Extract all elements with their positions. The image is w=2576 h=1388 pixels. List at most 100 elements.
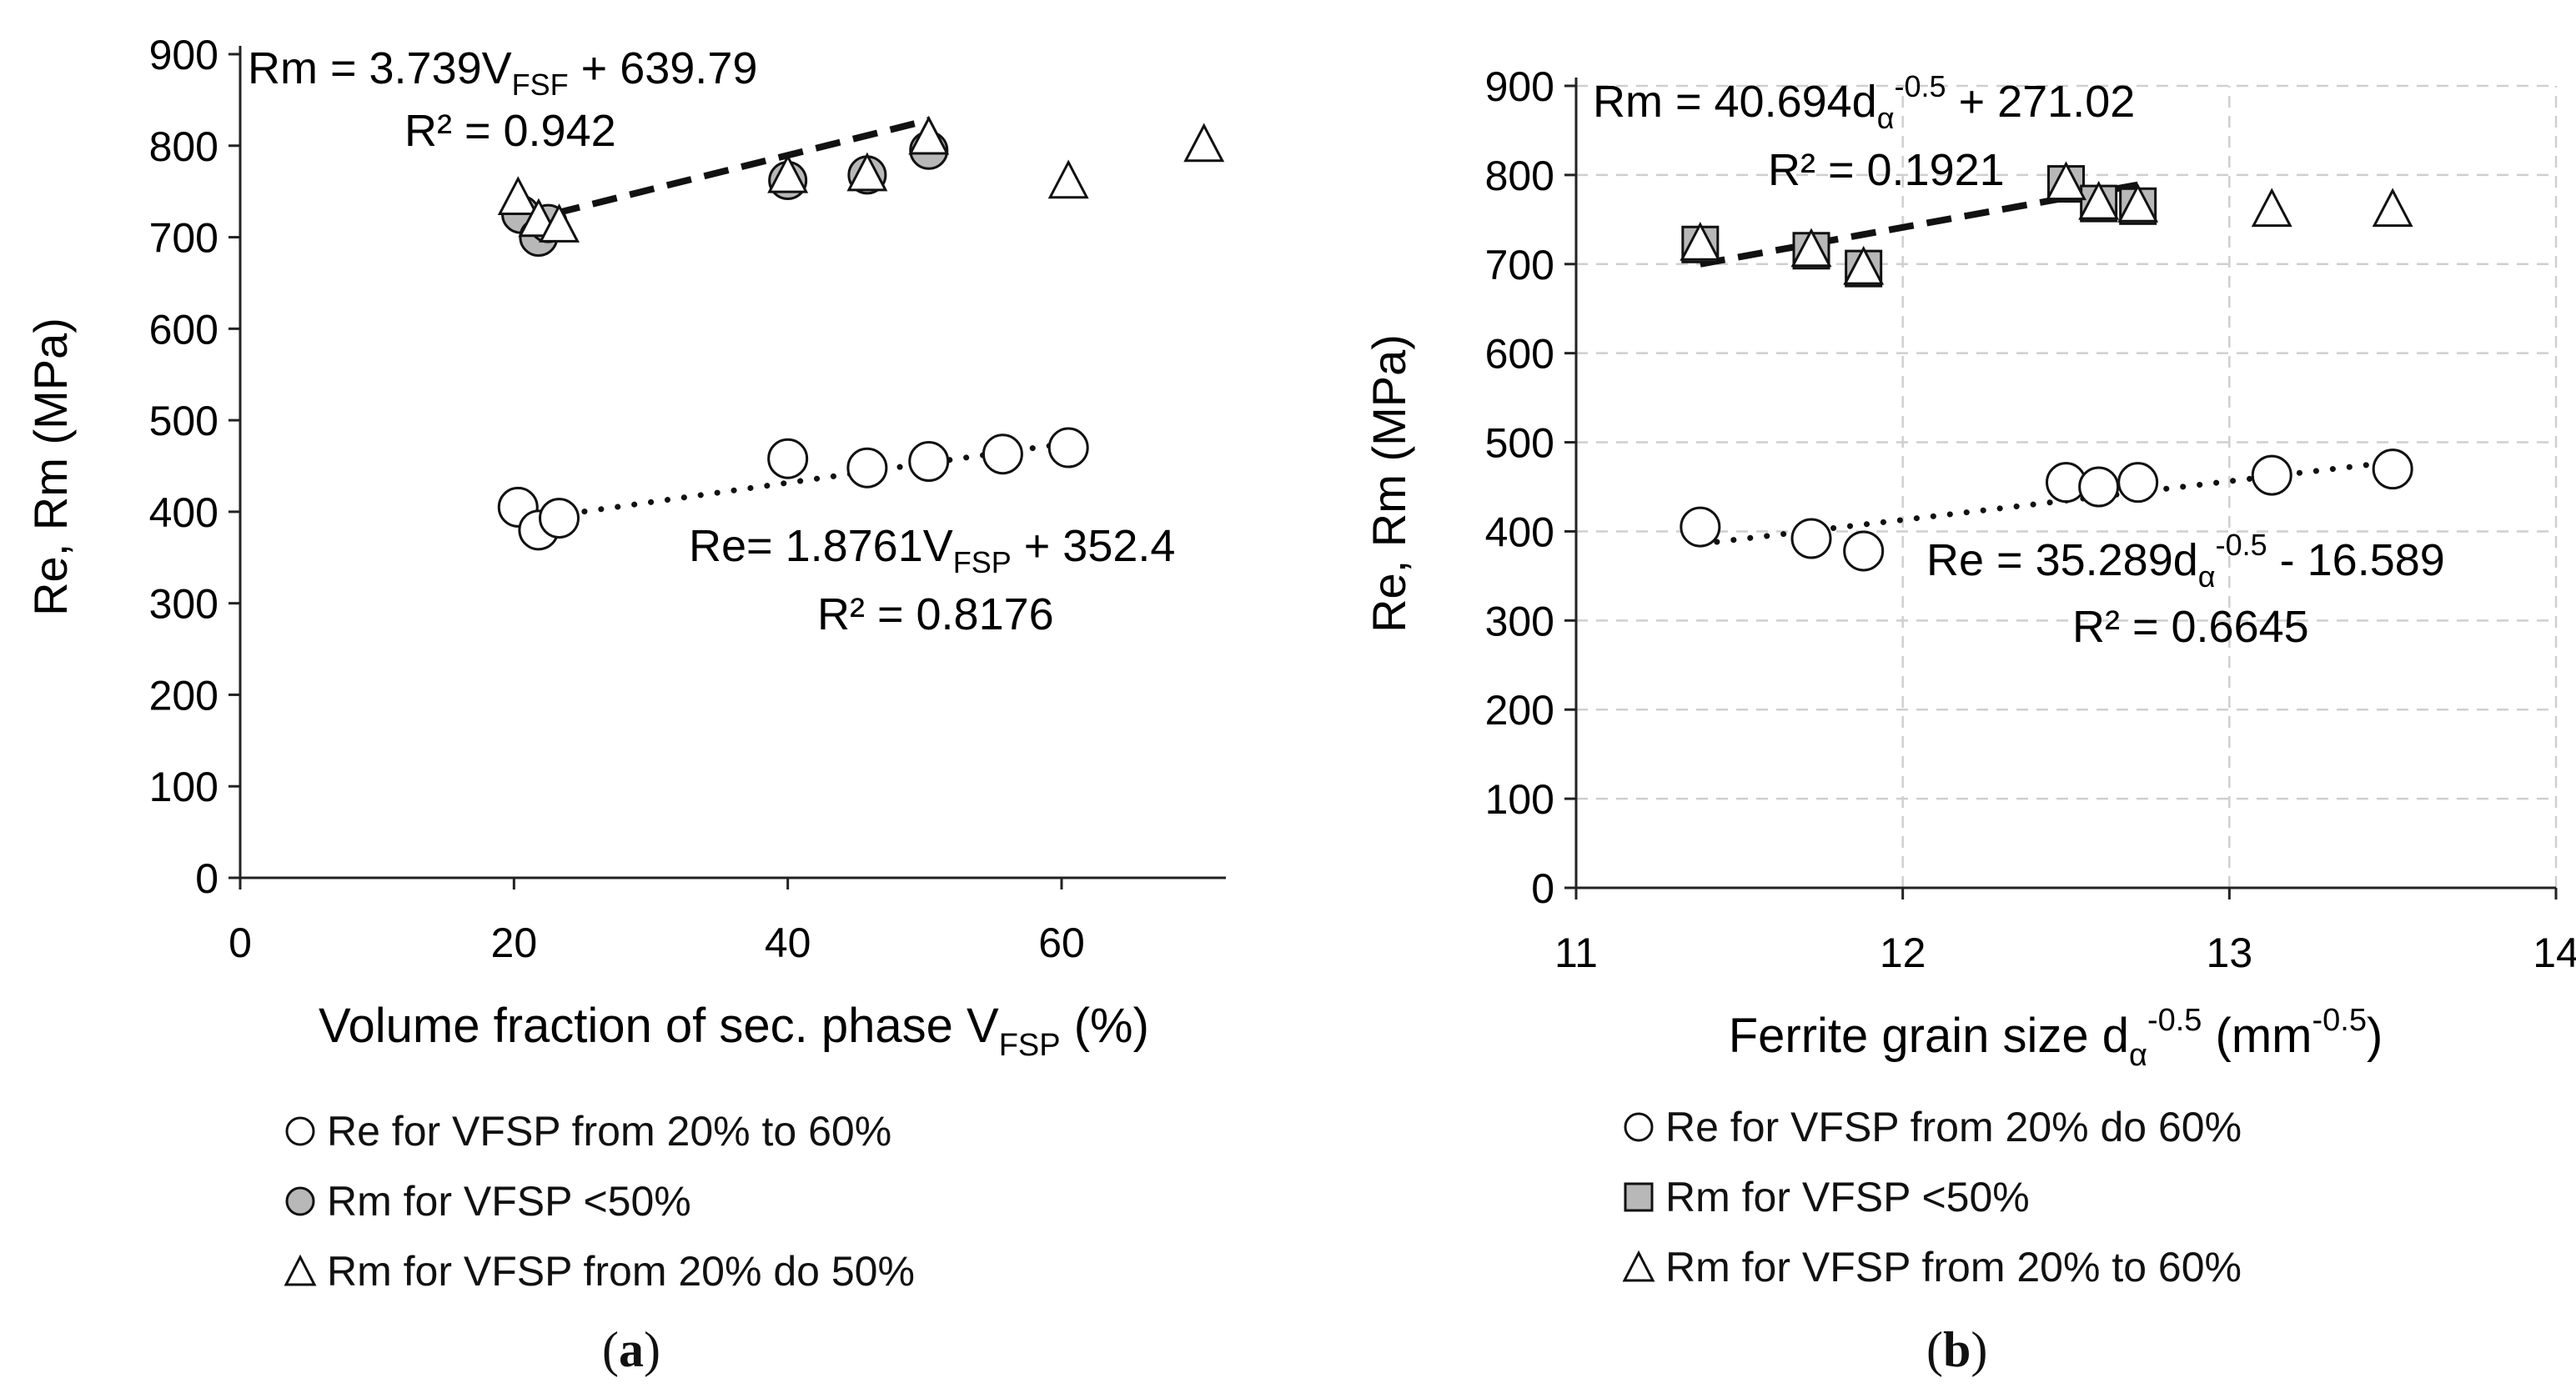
legend-label: Rm for VFSP from 20% do 50% xyxy=(327,1248,915,1295)
x-tick-label: 14 xyxy=(2533,930,2576,976)
chart-a-plot: 0 100 200 300 400 500 600 700 800 900 0 20 40 60 Rm =… xyxy=(24,32,1226,1063)
data-point-circle xyxy=(539,498,580,539)
data-point-triangle xyxy=(767,153,809,193)
data-point-triangle xyxy=(1183,123,1225,163)
data-point-circle xyxy=(2372,448,2413,490)
panel-label-a: (a) xyxy=(602,1322,660,1377)
legend-item-rm-square: Rm for VFSP <50% xyxy=(1622,1162,2242,1232)
y-tick-label: 600 xyxy=(149,306,218,353)
x-tick-label: 12 xyxy=(1880,930,1926,976)
legend-item-rm-triangle: Rm for VFSP from 20% do 50% xyxy=(284,1236,915,1306)
chart-b: 0 100 200 300 400 500 600 700 800 900 11 12 13 14 Rm … xyxy=(1288,0,2576,1388)
re-equation: Re= 1.8761VFSP + 352.4 xyxy=(689,521,1175,579)
y-tick-label: 300 xyxy=(1485,598,1554,644)
grey-square-icon xyxy=(1624,1182,1654,1212)
y-tick-label: 100 xyxy=(1485,776,1554,823)
data-point-circle xyxy=(1843,530,1885,572)
y-tick-label: 800 xyxy=(1485,153,1554,199)
data-point-triangle xyxy=(908,115,950,155)
rm-r-squared: R² = 0.1921 xyxy=(1768,145,2005,195)
legend-a: Re for VFSP from 20% to 60% Rm for VFSP … xyxy=(284,1096,915,1306)
grey-circle-icon xyxy=(285,1186,315,1216)
x-axis-label: Ferrite grain size dα-0.5 (mm-0.5) xyxy=(1729,1003,2383,1073)
data-point-triangle xyxy=(539,203,580,243)
y-tick-label: 200 xyxy=(149,672,218,719)
legend-label: Re for VFSP from 20% do 60% xyxy=(1665,1104,2242,1150)
data-point-triangle xyxy=(1047,159,1089,199)
x-tick-label: 20 xyxy=(491,919,538,966)
y-tick-label: 300 xyxy=(149,581,218,628)
x-axis-label: Volume fraction of sec. phase VFSP (%) xyxy=(319,999,1149,1063)
y-axis-label: Re, Rm (MPa) xyxy=(1363,334,1415,633)
chart-a: 0 100 200 300 400 500 600 700 800 900 0 20 40 60 Rm =… xyxy=(0,0,1284,1388)
data-point-circle xyxy=(2117,462,2159,504)
open-circle-icon xyxy=(285,1116,315,1146)
legend-label: Rm for VFSP <50% xyxy=(327,1178,691,1225)
re-r-squared: R² = 0.6645 xyxy=(2072,602,2309,652)
legend-item-re: Re for VFSP from 20% to 60% xyxy=(284,1096,915,1166)
y-tick-label: 400 xyxy=(149,489,218,536)
legend-label: Rm for VFSP from 20% to 60% xyxy=(1665,1244,2242,1290)
open-circle-icon xyxy=(1624,1112,1654,1142)
y-tick-label: 900 xyxy=(149,32,218,78)
x-tick-label: 60 xyxy=(1038,919,1085,966)
trendlines xyxy=(515,117,1072,524)
x-tick-label: 11 xyxy=(1554,930,1598,976)
y-tick-label: 900 xyxy=(1485,63,1554,110)
markers xyxy=(497,115,1225,551)
data-point-triangle xyxy=(1790,228,1832,268)
markers xyxy=(1680,161,2413,572)
axes: 0 100 200 300 400 500 600 700 800 900 11 12 13 14 xyxy=(1485,63,2576,976)
re-r-squared: R² = 0.8176 xyxy=(817,589,1054,639)
data-point-triangle xyxy=(2372,188,2413,228)
panel-label-b: (b) xyxy=(1926,1322,1988,1377)
data-point-triangle xyxy=(1680,222,1721,261)
re-equation: Re = 35.289dα-0.5 - 16.589 xyxy=(1926,528,2445,594)
legend-item-re: Re for VFSP from 20% do 60% xyxy=(1622,1092,2242,1162)
x-tick-label: 13 xyxy=(2207,930,2253,976)
y-tick-label: 0 xyxy=(1531,865,1554,912)
data-point-triangle xyxy=(2078,180,2120,220)
chart-b-plot: 0 100 200 300 400 500 600 700 800 900 11 12 13 14 Rm … xyxy=(1363,63,2576,1073)
y-tick-label: 700 xyxy=(149,215,218,262)
data-point-triangle xyxy=(1843,245,1885,285)
data-point-circle xyxy=(2078,466,2120,508)
legend-item-rm-triangle: Rm for VFSP from 20% to 60% xyxy=(1622,1232,2242,1302)
legend-label: Rm for VFSP <50% xyxy=(1665,1174,2030,1220)
data-point-triangle xyxy=(497,176,539,215)
data-point-circle xyxy=(908,441,950,483)
x-tick-label: 40 xyxy=(765,919,811,966)
y-tick-label: 800 xyxy=(149,123,218,170)
y-tick-label: 0 xyxy=(195,855,218,902)
y-tick-label: 600 xyxy=(1485,331,1554,378)
rm-equation: Rm = 40.694dα-0.5 + 271.02 xyxy=(1593,69,2135,135)
rm-r-squared: R² = 0.942 xyxy=(404,106,616,156)
y-tick-label: 500 xyxy=(1485,420,1554,467)
data-point-triangle xyxy=(846,152,888,192)
rm-equation: Rm = 3.739VFSF + 639.79 xyxy=(248,43,757,102)
y-tick-label: 500 xyxy=(149,398,218,444)
y-axis-label: Re, Rm (MPa) xyxy=(24,318,77,616)
legend-item-rm-circle: Rm for VFSP <50% xyxy=(284,1166,915,1236)
x-tick-label: 0 xyxy=(228,919,252,966)
legend-label: Re for VFSP from 20% to 60% xyxy=(327,1108,892,1155)
axes: 0 100 200 300 400 500 600 700 800 900 0 20 40 60 xyxy=(149,32,1226,966)
data-point-triangle xyxy=(2117,183,2159,223)
data-point-circle xyxy=(846,447,888,489)
y-tick-label: 100 xyxy=(149,764,218,810)
y-tick-label: 200 xyxy=(1485,687,1554,734)
data-point-circle xyxy=(1680,506,1721,548)
data-point-circle xyxy=(982,433,1023,475)
data-point-circle xyxy=(2251,454,2292,496)
triangle-icon xyxy=(284,1254,317,1286)
data-point-triangle xyxy=(2251,188,2292,228)
gridlines xyxy=(1576,84,2558,888)
triangle-icon xyxy=(1622,1250,1655,1282)
data-point-triangle xyxy=(2046,161,2086,201)
data-point-circle xyxy=(1790,518,1832,559)
dashed-trendline xyxy=(517,117,930,226)
y-tick-label: 700 xyxy=(1485,242,1554,288)
data-point-circle xyxy=(1047,427,1089,469)
y-tick-label: 400 xyxy=(1485,509,1554,555)
data-point-circle xyxy=(767,438,809,479)
